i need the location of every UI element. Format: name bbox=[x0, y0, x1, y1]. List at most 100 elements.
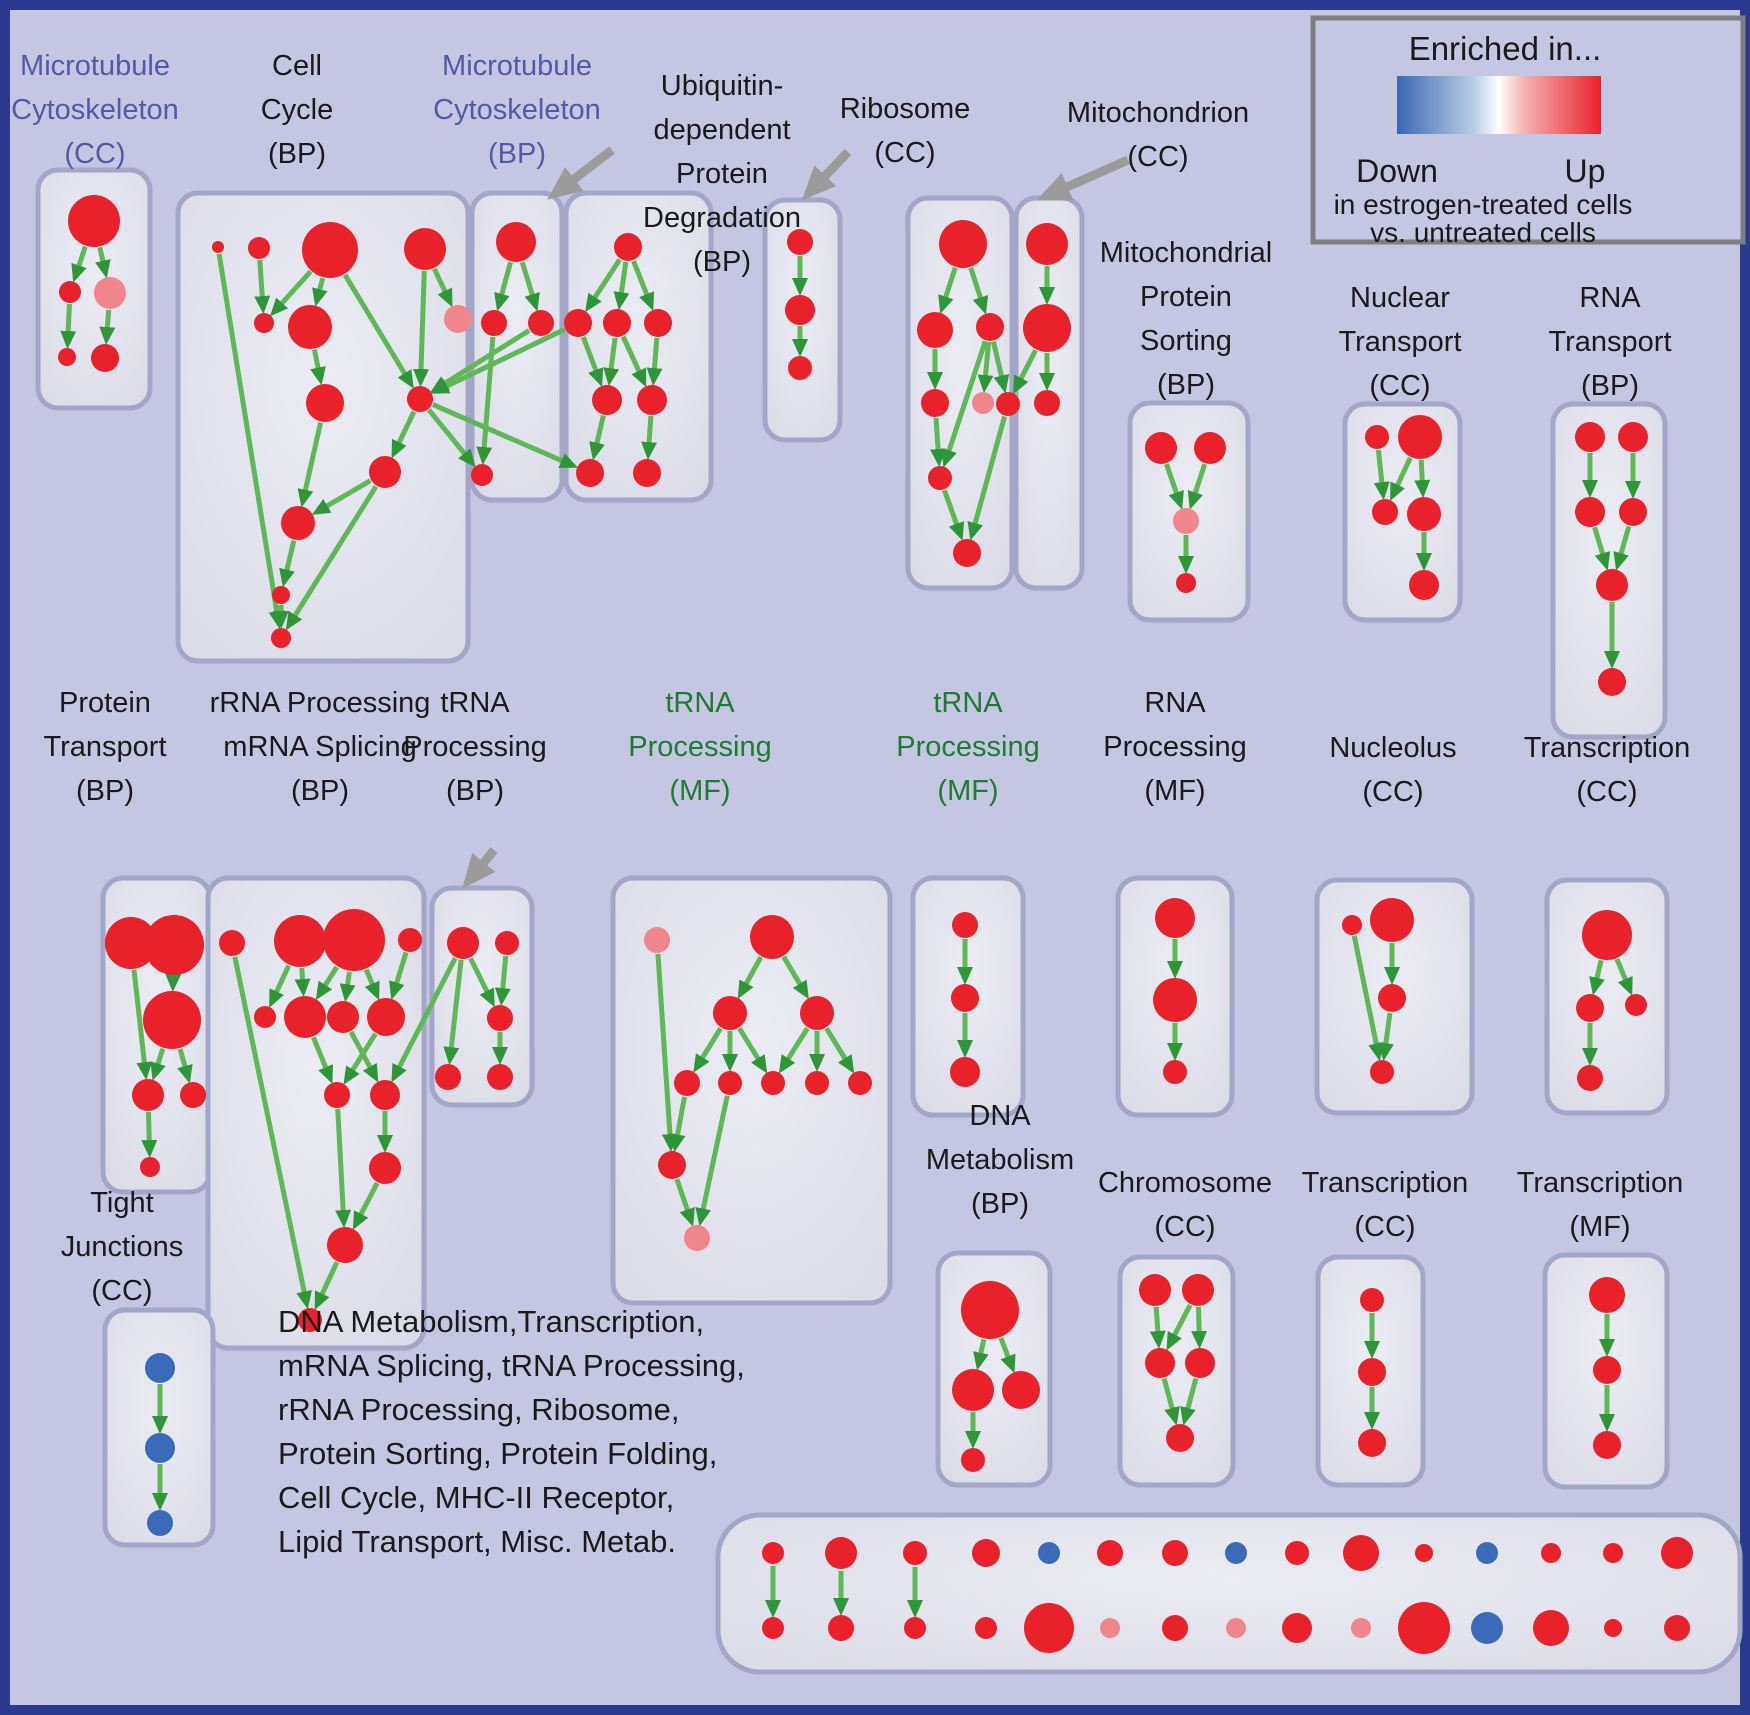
node bbox=[921, 389, 949, 417]
label-pointer-arrow bbox=[1036, 155, 1130, 201]
cluster-label-microtubule-cytoskeleton-cc: Microtubule Cytoskeleton (CC) bbox=[11, 50, 179, 170]
node bbox=[951, 984, 979, 1012]
node bbox=[1577, 1065, 1603, 1091]
edge bbox=[1589, 959, 1605, 996]
node bbox=[1194, 432, 1226, 464]
misc-terms-line: Lipid Transport, Misc. Metab. bbox=[278, 1524, 676, 1559]
node bbox=[1398, 1602, 1450, 1654]
edge bbox=[315, 965, 339, 1001]
cluster-label-line: (CC) bbox=[1362, 776, 1423, 808]
node bbox=[576, 459, 604, 487]
node bbox=[495, 931, 519, 955]
label-pointer-arrow bbox=[801, 148, 852, 201]
cluster-label-mitochondrial-protein-sorting-bp: Mitochondrial Protein Sorting (BP) bbox=[1100, 237, 1272, 401]
cluster-label-line: Metabolism bbox=[926, 1144, 1074, 1176]
node bbox=[1358, 1358, 1386, 1386]
node bbox=[939, 220, 987, 268]
node bbox=[1593, 1431, 1621, 1459]
cluster-label-line: Processing bbox=[1103, 731, 1246, 763]
node bbox=[1533, 1610, 1569, 1646]
edge bbox=[1013, 349, 1038, 395]
node bbox=[369, 1152, 401, 1184]
edge bbox=[1613, 525, 1632, 571]
edge bbox=[352, 1181, 380, 1230]
edge bbox=[1614, 958, 1633, 996]
edge bbox=[1414, 459, 1431, 499]
edge bbox=[1592, 526, 1611, 571]
edge bbox=[631, 260, 655, 311]
legend-subtitle-line1: in estrogen-treated cells bbox=[1334, 189, 1633, 220]
cluster-box-chromosome-cc bbox=[1117, 1254, 1236, 1488]
cluster-label-line: (BP) bbox=[1581, 370, 1639, 402]
cluster-label-tight-junctions-cc: Tight Junctions (CC) bbox=[61, 1187, 184, 1307]
node bbox=[750, 915, 794, 959]
node bbox=[1185, 1348, 1215, 1378]
cluster-label-line: Transcription bbox=[1524, 732, 1691, 764]
node bbox=[1603, 1543, 1623, 1563]
node bbox=[1002, 1371, 1040, 1409]
node bbox=[281, 506, 315, 540]
node bbox=[1596, 569, 1628, 601]
cluster-label-trna-processing-mf-large: tRNA Processing (MF) bbox=[628, 687, 771, 807]
edge bbox=[432, 267, 453, 308]
edge bbox=[95, 246, 111, 279]
edge bbox=[674, 1178, 695, 1227]
cluster-label-line: (CC) bbox=[1127, 141, 1188, 173]
node bbox=[1023, 304, 1071, 352]
edge bbox=[141, 1111, 158, 1159]
edge bbox=[494, 955, 511, 1007]
edge bbox=[430, 327, 566, 394]
edge bbox=[589, 415, 606, 461]
node bbox=[658, 1151, 686, 1179]
cluster-label-rna-processing-mf: RNA Processing (MF) bbox=[1103, 687, 1246, 807]
edge bbox=[311, 1036, 334, 1084]
edge bbox=[930, 417, 947, 468]
cluster-label-dna-metabolism-bp: DNA Metabolism (BP) bbox=[926, 1100, 1074, 1220]
legend-title: Enriched in... bbox=[1409, 30, 1602, 67]
node bbox=[1415, 1544, 1433, 1562]
node bbox=[324, 1082, 350, 1108]
cluster-label-line: Protein bbox=[676, 158, 768, 190]
node bbox=[1598, 668, 1626, 696]
edge bbox=[426, 408, 476, 468]
edge bbox=[1377, 1012, 1394, 1062]
node bbox=[1226, 1618, 1246, 1638]
node bbox=[674, 1070, 700, 1096]
node bbox=[94, 277, 126, 309]
cluster-label-line: DNA bbox=[969, 1100, 1031, 1132]
node bbox=[761, 1071, 785, 1095]
edge bbox=[285, 485, 379, 631]
edge bbox=[620, 335, 647, 388]
node bbox=[367, 998, 405, 1036]
node bbox=[1162, 1615, 1188, 1641]
cluster-label-line: Cell bbox=[272, 50, 322, 82]
node bbox=[284, 996, 326, 1038]
node bbox=[684, 1225, 710, 1251]
node bbox=[487, 1005, 513, 1031]
node bbox=[323, 909, 385, 971]
cluster-label-line: Degradation bbox=[643, 202, 801, 234]
cluster-label-line: (CC) bbox=[1154, 1211, 1215, 1243]
cluster-label-line: (BP) bbox=[268, 138, 326, 170]
edge bbox=[1187, 463, 1208, 510]
node bbox=[369, 456, 401, 488]
edge bbox=[343, 1032, 378, 1085]
cluster-label-protein-transport-bp: Protein Transport (BP) bbox=[43, 687, 166, 807]
node bbox=[805, 1071, 829, 1095]
cluster-label-line: Microtubule bbox=[20, 50, 170, 82]
cluster-label-chromosome-cc: Chromosome (CC) bbox=[1098, 1167, 1272, 1243]
edge bbox=[1351, 935, 1385, 1062]
cluster-label-line: dependent bbox=[653, 114, 790, 146]
cluster-label-transcription-mf: Transcription (MF) bbox=[1517, 1167, 1684, 1243]
cluster-label-line: (CC) bbox=[1576, 776, 1637, 808]
edge bbox=[613, 261, 630, 311]
cluster-label-line: (MF) bbox=[937, 775, 998, 807]
node bbox=[1153, 978, 1197, 1022]
edge bbox=[342, 273, 414, 389]
cluster-label-line: Junctions bbox=[61, 1231, 184, 1263]
legend-up-label: Up bbox=[1565, 153, 1606, 189]
node bbox=[1576, 994, 1604, 1022]
cluster-label-line: (BP) bbox=[488, 138, 546, 170]
